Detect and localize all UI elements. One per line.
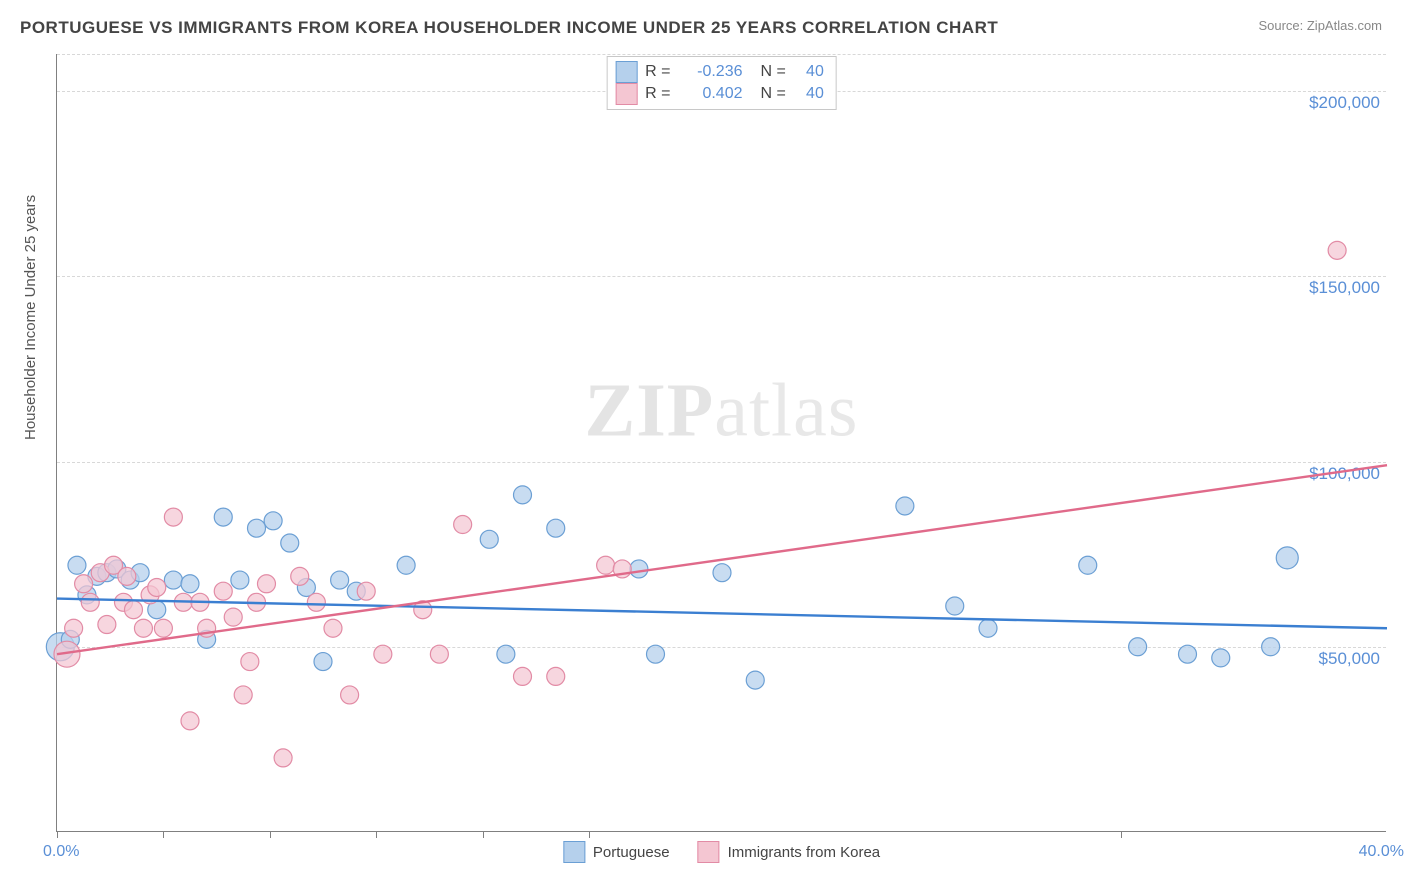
data-point — [257, 575, 275, 593]
data-point — [281, 534, 299, 552]
data-point — [497, 645, 515, 663]
legend-label-1: Immigrants from Korea — [728, 844, 881, 861]
data-point — [430, 645, 448, 663]
data-point — [241, 653, 259, 671]
x-tick — [376, 831, 377, 838]
data-point — [547, 667, 565, 685]
chart-title: PORTUGUESE VS IMMIGRANTS FROM KOREA HOUS… — [20, 18, 998, 38]
legend-item-0: Portuguese — [563, 841, 670, 863]
data-point — [480, 530, 498, 548]
x-tick — [270, 831, 271, 838]
data-point — [597, 556, 615, 574]
correlation-stats-box: R = -0.236 N = 40 R = 0.402 N = 40 — [606, 56, 837, 110]
data-point — [896, 497, 914, 515]
x-tick — [57, 831, 58, 838]
data-point — [231, 571, 249, 589]
data-point — [514, 667, 532, 685]
data-point — [118, 567, 136, 585]
data-point — [264, 512, 282, 530]
data-point — [547, 519, 565, 537]
data-point — [234, 686, 252, 704]
data-point — [134, 619, 152, 637]
data-point — [214, 508, 232, 526]
swatch-series-1 — [615, 83, 637, 105]
legend-label-0: Portuguese — [593, 844, 670, 861]
data-point — [357, 582, 375, 600]
data-point — [307, 593, 325, 611]
data-point — [81, 593, 99, 611]
data-point — [1328, 241, 1346, 259]
data-point — [514, 486, 532, 504]
data-point — [713, 564, 731, 582]
data-point — [1212, 649, 1230, 667]
regression-line — [57, 599, 1387, 629]
data-point — [181, 575, 199, 593]
x-axis-min-label: 0.0% — [43, 843, 79, 861]
data-point — [397, 556, 415, 574]
data-point — [746, 671, 764, 689]
data-point — [291, 567, 309, 585]
data-point — [75, 575, 93, 593]
data-point — [647, 645, 665, 663]
data-point — [946, 597, 964, 615]
scatter-svg — [57, 54, 1386, 831]
corr-row-series-1: R = 0.402 N = 40 — [615, 83, 824, 105]
data-point — [164, 571, 182, 589]
data-point — [341, 686, 359, 704]
legend-item-1: Immigrants from Korea — [698, 841, 881, 863]
data-point — [1276, 547, 1298, 569]
x-tick — [589, 831, 590, 838]
data-point — [1079, 556, 1097, 574]
corr-row-series-0: R = -0.236 N = 40 — [615, 61, 824, 83]
data-point — [324, 619, 342, 637]
data-point — [124, 601, 142, 619]
x-axis-max-label: 40.0% — [1359, 843, 1404, 861]
data-point — [181, 712, 199, 730]
legend-swatch-1 — [698, 841, 720, 863]
data-point — [630, 560, 648, 578]
legend-swatch-0 — [563, 841, 585, 863]
data-point — [164, 508, 182, 526]
regression-line — [57, 465, 1387, 654]
source-attribution: Source: ZipAtlas.com — [1258, 18, 1382, 33]
data-point — [1179, 645, 1197, 663]
chart-plot-area: ZIPatlas $50,000$100,000$150,000$200,000… — [56, 54, 1386, 832]
data-point — [65, 619, 83, 637]
data-point — [224, 608, 242, 626]
data-point — [374, 645, 392, 663]
data-point — [454, 516, 472, 534]
x-tick — [163, 831, 164, 838]
data-point — [1262, 638, 1280, 656]
data-point — [214, 582, 232, 600]
data-point — [154, 619, 172, 637]
data-point — [98, 616, 116, 634]
swatch-series-0 — [615, 61, 637, 83]
x-tick — [483, 831, 484, 838]
y-axis-title: Householder Income Under 25 years — [22, 195, 39, 440]
data-point — [274, 749, 292, 767]
data-point — [248, 519, 266, 537]
legend: Portuguese Immigrants from Korea — [563, 841, 880, 863]
data-point — [1129, 638, 1147, 656]
data-point — [314, 653, 332, 671]
x-tick — [1121, 831, 1122, 838]
data-point — [979, 619, 997, 637]
data-point — [148, 578, 166, 596]
data-point — [68, 556, 86, 574]
data-point — [331, 571, 349, 589]
